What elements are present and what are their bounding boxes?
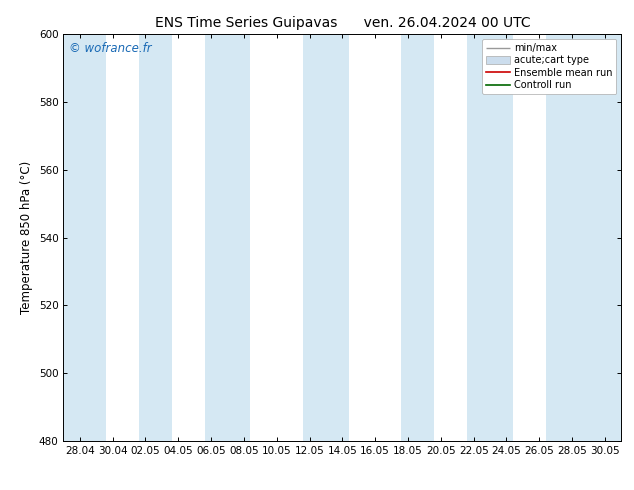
Bar xyxy=(546,34,621,441)
Bar xyxy=(401,34,434,441)
Bar xyxy=(467,34,513,441)
Y-axis label: Temperature 850 hPa (°C): Temperature 850 hPa (°C) xyxy=(20,161,33,314)
Legend: min/max, acute;cart type, Ensemble mean run, Controll run: min/max, acute;cart type, Ensemble mean … xyxy=(482,39,616,94)
Bar xyxy=(63,34,106,441)
Bar xyxy=(303,34,349,441)
Text: © wofrance.fr: © wofrance.fr xyxy=(69,43,152,55)
Bar xyxy=(205,34,250,441)
Title: ENS Time Series Guipavas      ven. 26.04.2024 00 UTC: ENS Time Series Guipavas ven. 26.04.2024… xyxy=(155,16,530,30)
Bar xyxy=(139,34,172,441)
